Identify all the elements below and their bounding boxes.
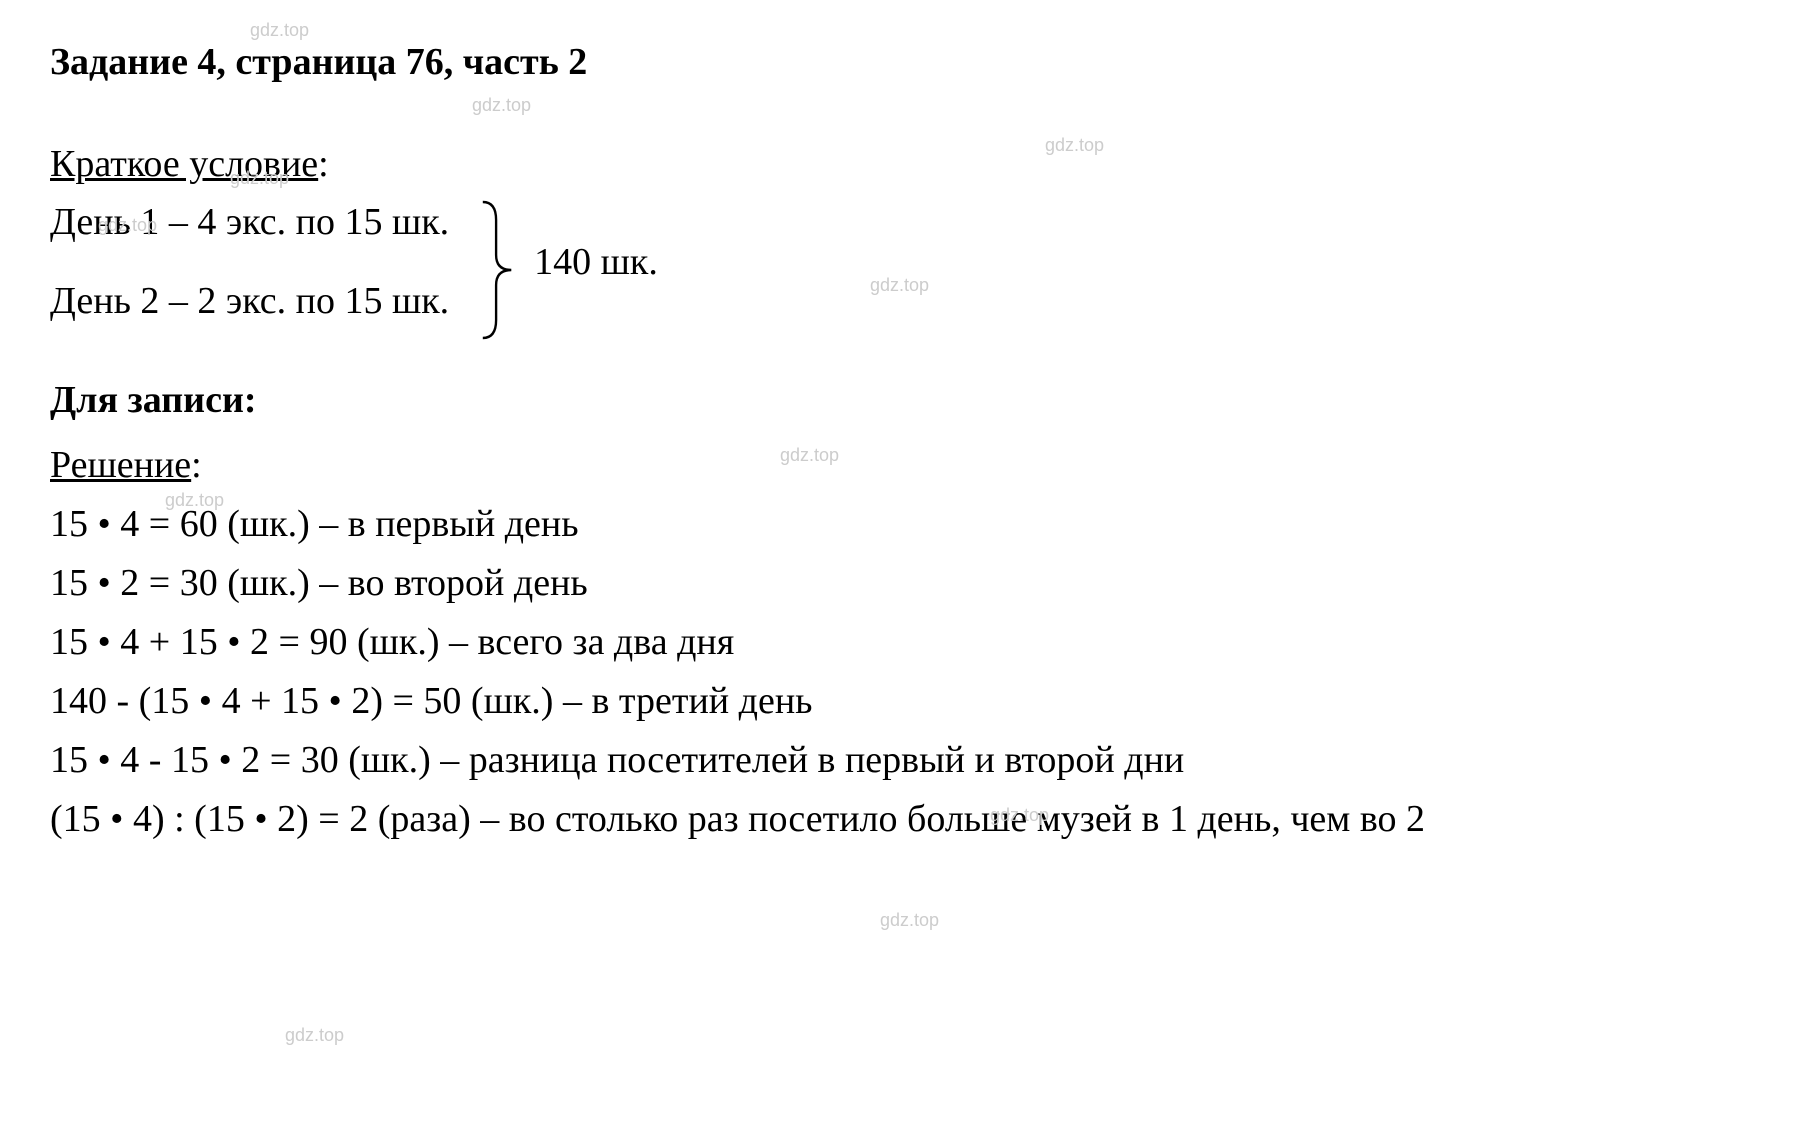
condition-day2: День 2 – 2 экс. по 15 шк. (50, 274, 449, 329)
solution-line-2: 15 • 2 = 30 (шк.) – во второй день (50, 554, 1764, 613)
solution-line-6: (15 • 4) : (15 • 2) = 2 (раза) – во стол… (50, 790, 1764, 849)
condition-day1: День 1 – 4 экс. по 15 шк. (50, 195, 449, 250)
watermark: gdz.top (250, 20, 309, 41)
condition-header-line: Краткое условие: (50, 134, 1764, 195)
solution-line-3: 15 • 4 + 15 • 2 = 90 (шк.) – всего за дв… (50, 613, 1764, 672)
solution-line-1: 15 • 4 = 60 (шк.) – в первый день (50, 495, 1764, 554)
for-writing-label: Для записи: (50, 379, 257, 421)
brace-container: 140 шк. (479, 195, 509, 330)
condition-header: Краткое условие (50, 143, 318, 185)
brace-total-label: 140 шк. (534, 240, 658, 284)
solution-line-4: 140 - (15 • 4 + 15 • 2) = 50 (шк.) – в т… (50, 672, 1764, 731)
condition-block: Краткое условие: День 1 – 4 экс. по 15 ш… (50, 134, 1764, 330)
page-title: Задание 4, страница 76, часть 2 (50, 40, 1764, 84)
curly-brace-icon (479, 200, 517, 340)
solution-header: Решение (50, 444, 191, 486)
watermark: gdz.top (880, 910, 939, 931)
watermark: gdz.top (472, 95, 531, 116)
condition-lines: День 1 – 4 экс. по 15 шк. День 2 – 2 экс… (50, 195, 449, 329)
for-writing-header: Для записи: (50, 370, 1764, 431)
solution-header-line: Решение: (50, 435, 1764, 496)
watermark: gdz.top (285, 1025, 344, 1046)
solution-line-5: 15 • 4 - 15 • 2 = 30 (шк.) – разница пос… (50, 731, 1764, 790)
